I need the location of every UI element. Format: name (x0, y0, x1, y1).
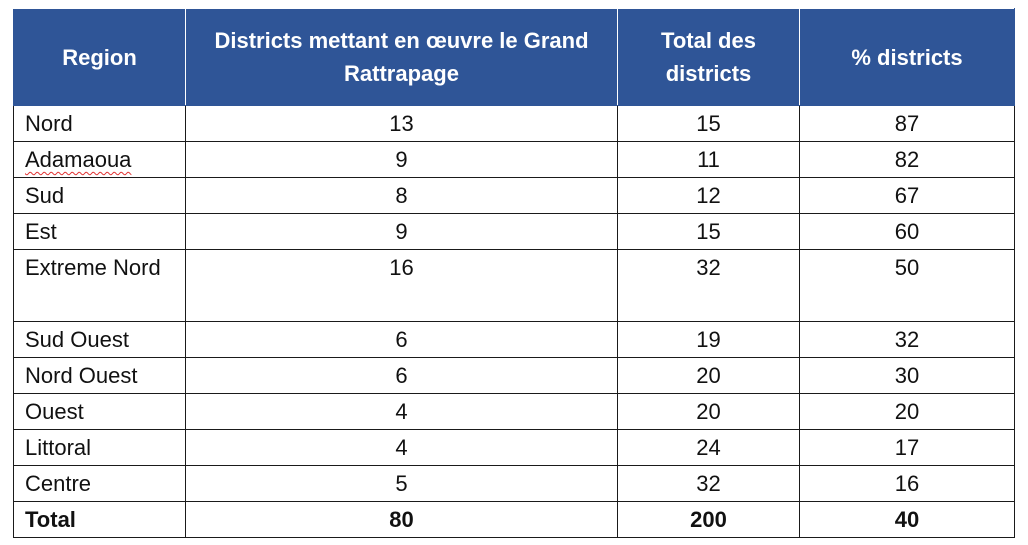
cell-implementing: 9 (185, 141, 618, 178)
table-row: Adamaoua 9 11 82 (13, 141, 1015, 178)
cell-total: 24 (617, 429, 800, 466)
header-implementing-districts: Districts mettant en œuvre le Grand Ratt… (185, 8, 618, 106)
cell-total: 32 (617, 465, 800, 502)
header-row: Region Districts mettant en œuvre le Gra… (13, 8, 1015, 106)
table-row: Extreme Nord 16 32 50 (13, 249, 1015, 322)
cell-percent: 16 (799, 465, 1015, 502)
cell-total: 32 (617, 249, 800, 322)
cell-total-implementing: 80 (185, 501, 618, 538)
cell-implementing: 6 (185, 357, 618, 394)
table-row: Centre 5 32 16 (13, 465, 1015, 502)
cell-region: Adamaoua (13, 141, 186, 178)
table-header: Region Districts mettant en œuvre le Gra… (13, 8, 1015, 106)
cell-percent: 32 (799, 321, 1015, 358)
cell-implementing: 8 (185, 177, 618, 214)
cell-total: 12 (617, 177, 800, 214)
cell-total: 20 (617, 393, 800, 430)
cell-percent: 82 (799, 141, 1015, 178)
cell-total: 15 (617, 213, 800, 250)
table-row: Est 9 15 60 (13, 213, 1015, 250)
total-row: Total 80 200 40 (13, 501, 1015, 538)
cell-percent: 60 (799, 213, 1015, 250)
cell-implementing: 9 (185, 213, 618, 250)
header-total-districts: Total des districts (617, 8, 800, 106)
cell-percent: 67 (799, 177, 1015, 214)
cell-region: Nord (13, 105, 186, 142)
cell-implementing: 4 (185, 393, 618, 430)
cell-total: 19 (617, 321, 800, 358)
cell-region: Littoral (13, 429, 186, 466)
cell-region: Centre (13, 465, 186, 502)
cell-percent: 50 (799, 249, 1015, 322)
table-row: Nord Ouest 6 20 30 (13, 357, 1015, 394)
cell-implementing: 5 (185, 465, 618, 502)
table-body: Nord 13 15 87 Adamaoua 9 11 82 Sud 8 12 … (13, 105, 1015, 538)
header-region: Region (13, 8, 186, 106)
cell-region: Est (13, 213, 186, 250)
cell-total-percent: 40 (799, 501, 1015, 538)
table-row: Ouest 4 20 20 (13, 393, 1015, 430)
cell-percent: 17 (799, 429, 1015, 466)
cell-implementing: 4 (185, 429, 618, 466)
districts-table: Region Districts mettant en œuvre le Gra… (13, 8, 1015, 538)
table-row: Sud Ouest 6 19 32 (13, 321, 1015, 358)
cell-region: Nord Ouest (13, 357, 186, 394)
cell-total: 20 (617, 357, 800, 394)
cell-implementing: 16 (185, 249, 618, 322)
cell-total-label: Total (13, 501, 186, 538)
cell-implementing: 6 (185, 321, 618, 358)
cell-region: Ouest (13, 393, 186, 430)
cell-total: 15 (617, 105, 800, 142)
cell-region: Sud (13, 177, 186, 214)
cell-percent: 30 (799, 357, 1015, 394)
cell-percent: 87 (799, 105, 1015, 142)
cell-total-districts: 200 (617, 501, 800, 538)
cell-region: Sud Ouest (13, 321, 186, 358)
cell-region: Extreme Nord (13, 249, 186, 322)
table-row: Sud 8 12 67 (13, 177, 1015, 214)
cell-total: 11 (617, 141, 800, 178)
table-row: Nord 13 15 87 (13, 105, 1015, 142)
spellcheck-flagged-word: Adamaoua (25, 147, 132, 172)
cell-implementing: 13 (185, 105, 618, 142)
cell-percent: 20 (799, 393, 1015, 430)
header-percent-districts: % districts (799, 8, 1015, 106)
table-row: Littoral 4 24 17 (13, 429, 1015, 466)
